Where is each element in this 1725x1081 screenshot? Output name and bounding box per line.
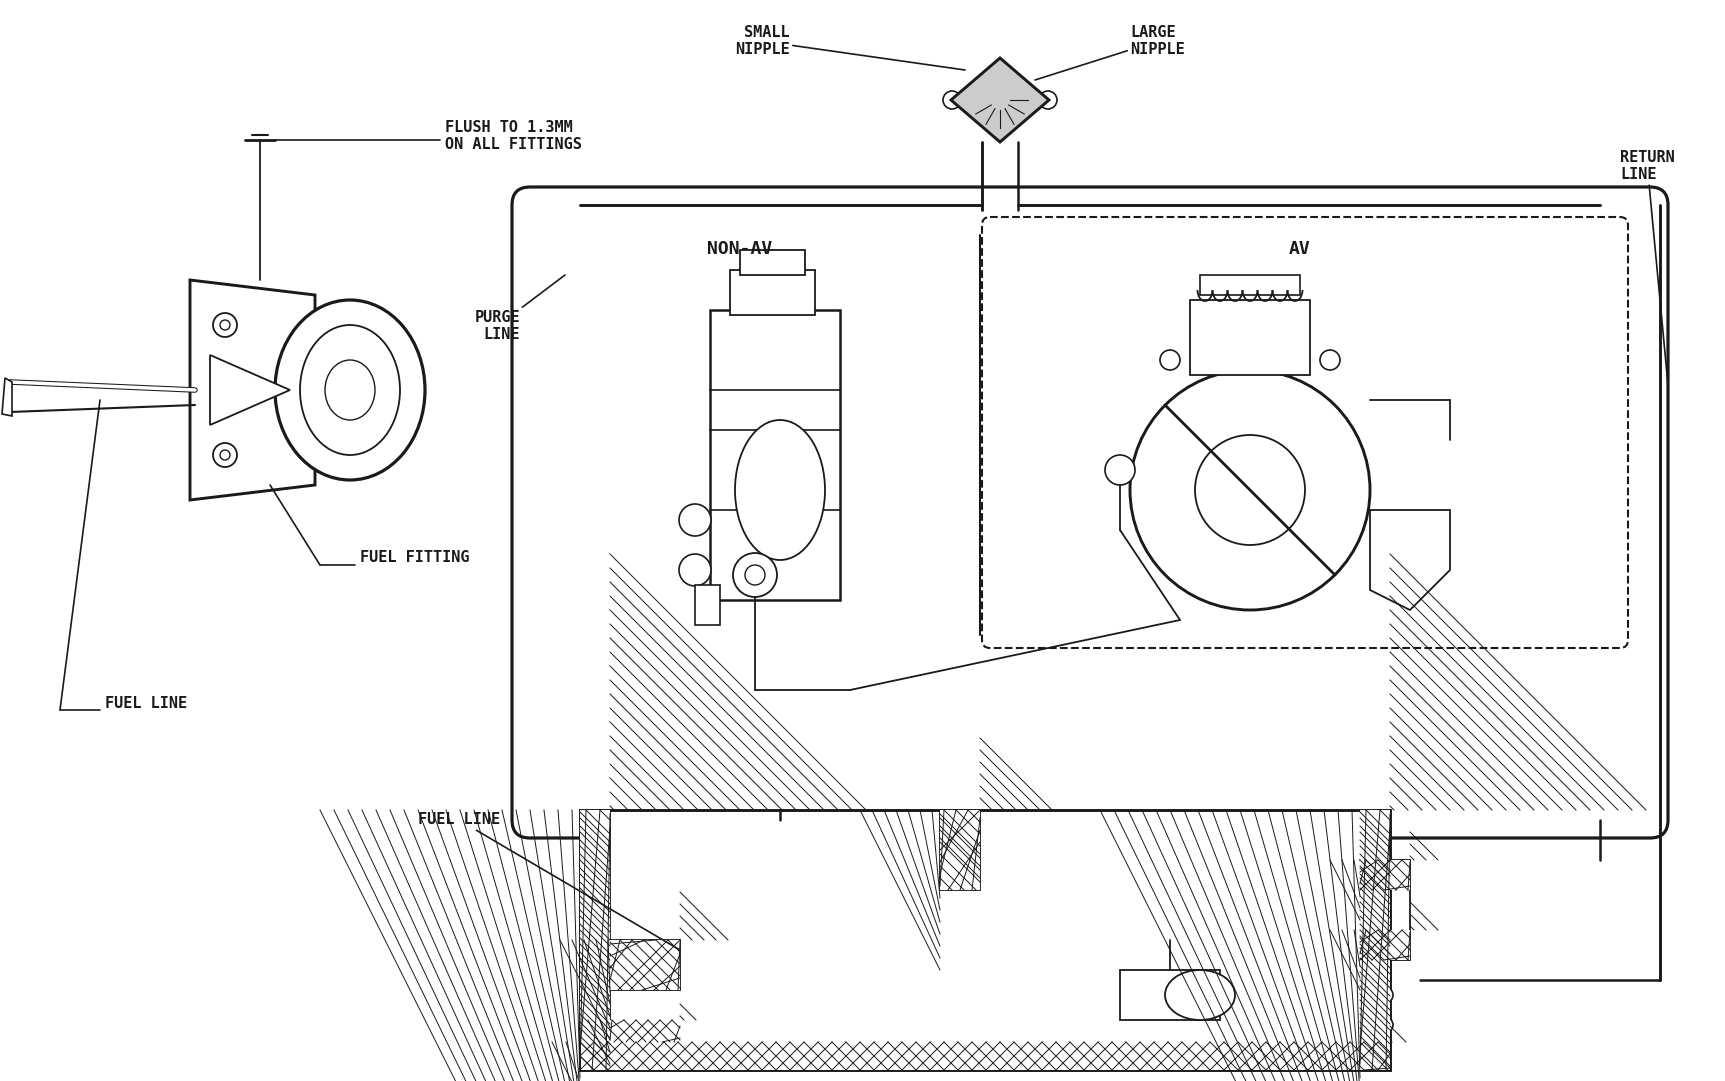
Circle shape (221, 450, 229, 461)
Polygon shape (1370, 510, 1451, 610)
Circle shape (1377, 1017, 1394, 1033)
Text: LARGE
NIPPLE: LARGE NIPPLE (1035, 25, 1185, 80)
Circle shape (971, 72, 1028, 128)
Circle shape (285, 385, 295, 395)
Circle shape (212, 313, 236, 337)
Bar (1359, 810, 1390, 1070)
Circle shape (212, 443, 236, 467)
Polygon shape (2, 378, 12, 416)
FancyBboxPatch shape (512, 187, 1668, 838)
Ellipse shape (324, 360, 374, 421)
Bar (1359, 860, 1409, 890)
Polygon shape (950, 58, 1049, 142)
Text: FUEL LINE: FUEL LINE (105, 696, 186, 711)
Bar (711, 310, 840, 600)
Bar (580, 810, 1390, 1070)
Text: NON-AV: NON-AV (707, 240, 773, 258)
Bar (740, 250, 806, 275)
Bar (1190, 301, 1309, 375)
Circle shape (745, 565, 764, 585)
Circle shape (1377, 987, 1394, 1003)
Ellipse shape (735, 421, 825, 560)
Circle shape (1130, 370, 1370, 610)
Text: SMALL
NIPPLE: SMALL NIPPLE (735, 25, 964, 70)
Bar (580, 810, 611, 1070)
Text: FUEL FITTING: FUEL FITTING (361, 550, 469, 565)
Bar (940, 810, 980, 890)
Circle shape (1159, 350, 1180, 370)
Circle shape (1106, 455, 1135, 485)
Ellipse shape (1164, 970, 1235, 1020)
Bar (695, 585, 719, 625)
Bar (1120, 970, 1220, 1020)
Circle shape (221, 320, 229, 330)
Circle shape (944, 91, 961, 109)
Circle shape (971, 90, 992, 110)
Text: FUEL LINE: FUEL LINE (417, 813, 680, 950)
Ellipse shape (300, 325, 400, 455)
Polygon shape (190, 280, 316, 501)
Bar (1359, 930, 1409, 960)
Text: RETURN
LINE: RETURN LINE (1620, 150, 1675, 385)
Ellipse shape (274, 301, 424, 480)
Circle shape (1195, 435, 1306, 545)
Circle shape (1320, 350, 1340, 370)
Text: FLUSH TO 1.3MM
ON ALL FITTINGS: FLUSH TO 1.3MM ON ALL FITTINGS (445, 120, 581, 152)
Bar (1201, 275, 1301, 295)
Text: AV: AV (1289, 240, 1311, 258)
Circle shape (733, 553, 776, 597)
Circle shape (278, 378, 302, 402)
Polygon shape (210, 355, 290, 425)
Bar (580, 1042, 1390, 1070)
Circle shape (1038, 91, 1057, 109)
Circle shape (680, 553, 711, 586)
Text: PURGE
LINE: PURGE LINE (474, 275, 566, 343)
Bar (730, 270, 814, 315)
Circle shape (680, 504, 711, 536)
Bar (611, 1020, 680, 1042)
Bar (611, 940, 680, 990)
Circle shape (1007, 90, 1028, 110)
